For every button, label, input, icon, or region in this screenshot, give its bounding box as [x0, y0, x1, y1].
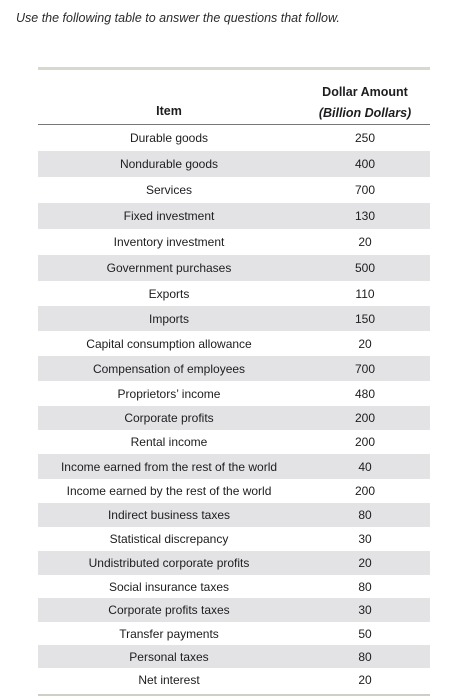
- item-cell: Income earned by the rest of the world: [66, 484, 272, 498]
- amount-cell: 30: [358, 532, 372, 546]
- amount-cell: 200: [354, 435, 376, 449]
- item-cell: Social insurance taxes: [108, 579, 230, 594]
- amount-cell: 200: [354, 484, 376, 498]
- table-header: Item Dollar Amount (Billion Dollars): [38, 78, 430, 124]
- item-cell: Government purchases: [106, 261, 232, 275]
- item-cell: Corporate profits: [124, 411, 214, 425]
- item-cell: Exports: [148, 286, 190, 301]
- amount-cell: 200: [354, 411, 376, 425]
- amount-cell: 30: [358, 603, 372, 617]
- table-row: Government purchases 500: [38, 255, 430, 281]
- header-amount-unit: (Billion Dollars): [318, 106, 412, 120]
- item-cell: Indirect business taxes: [107, 508, 231, 522]
- table-row: Indirect business taxes 80: [38, 503, 430, 527]
- table-header-rule: [38, 124, 430, 125]
- amount-cell: 700: [354, 183, 376, 197]
- item-cell: Transfer payments: [119, 626, 219, 641]
- amount-cell: 480: [354, 386, 376, 401]
- table-row: Net interest 20: [38, 668, 430, 691]
- header-item: Item: [156, 104, 182, 118]
- table-row: Fixed investment 130: [38, 203, 430, 229]
- table-row: Services 700: [38, 177, 430, 203]
- table-row: Imports 150: [38, 306, 430, 331]
- amount-cell: 130: [354, 209, 376, 223]
- amount-cell: 50: [358, 626, 372, 641]
- table-row: Compensation of employees 700: [38, 356, 430, 381]
- table-row: Income earned by the rest of the world 20…: [38, 479, 430, 503]
- item-cell: Durable goods: [129, 131, 209, 145]
- table-row: Proprietors’ income 480: [38, 381, 430, 406]
- table-row: Capital consumption allowance 20: [38, 331, 430, 356]
- item-cell: Fixed investment: [123, 209, 215, 223]
- table-row: Undistributed corporate profits 20: [38, 551, 430, 575]
- item-cell: Income earned from the rest of the world: [60, 459, 278, 474]
- data-table: Durable goods 250 Nondurable goods 400 Servi…: [38, 125, 430, 691]
- table-row: Statistical discrepancy 30: [38, 527, 430, 551]
- item-cell: Proprietors’ income: [117, 386, 221, 401]
- item-cell: Imports: [148, 311, 189, 326]
- table-row: Transfer payments 50: [38, 622, 430, 645]
- table-row: Social insurance taxes 80: [38, 575, 430, 598]
- item-cell: Nondurable goods: [119, 157, 219, 171]
- amount-cell: 80: [358, 649, 372, 664]
- instruction-text: Use the following table to answer the qu…: [16, 11, 340, 25]
- amount-cell: 20: [358, 556, 372, 570]
- table-row: Durable goods 250: [38, 125, 430, 151]
- amount-cell: 500: [354, 261, 376, 275]
- table-row: Income earned from the rest of the world…: [38, 454, 430, 479]
- item-cell: Services: [145, 183, 192, 197]
- amount-cell: 400: [354, 157, 376, 171]
- amount-cell: 20: [358, 235, 372, 249]
- item-cell: Rental income: [130, 435, 208, 449]
- amount-cell: 110: [355, 286, 375, 301]
- item-cell: Compensation of employees: [92, 361, 246, 376]
- amount-cell: 20: [358, 336, 372, 351]
- table-row: Rental income 200: [38, 430, 430, 454]
- header-amount: Dollar Amount (Billion Dollars): [300, 82, 430, 124]
- item-cell: Personal taxes: [129, 649, 209, 664]
- amount-cell: 80: [358, 508, 372, 522]
- table-row: Corporate profits 200: [38, 406, 430, 430]
- item-cell: Inventory investment: [113, 235, 225, 249]
- table-bottom-rule: [38, 694, 430, 696]
- table-row: Inventory investment 20: [38, 229, 430, 255]
- item-cell: Undistributed corporate profits: [88, 556, 250, 570]
- table-row: Corporate profits taxes 30: [38, 598, 430, 622]
- item-cell: Capital consumption allowance: [86, 336, 252, 351]
- amount-cell: 700: [354, 361, 376, 376]
- table-row: Exports 110: [38, 281, 430, 306]
- amount-cell: 20: [358, 672, 372, 687]
- table-top-rule: [38, 67, 430, 70]
- amount-cell: 250: [354, 131, 376, 145]
- header-amount-label: Dollar Amount: [322, 85, 408, 99]
- item-cell: Statistical discrepancy: [109, 532, 229, 546]
- item-cell: Corporate profits taxes: [108, 603, 230, 617]
- table-row: Personal taxes 80: [38, 645, 430, 668]
- amount-cell: 80: [358, 579, 372, 594]
- table-row: Nondurable goods 400: [38, 151, 430, 177]
- item-cell: Net interest: [138, 672, 200, 687]
- amount-cell: 40: [358, 459, 372, 474]
- amount-cell: 150: [354, 311, 376, 326]
